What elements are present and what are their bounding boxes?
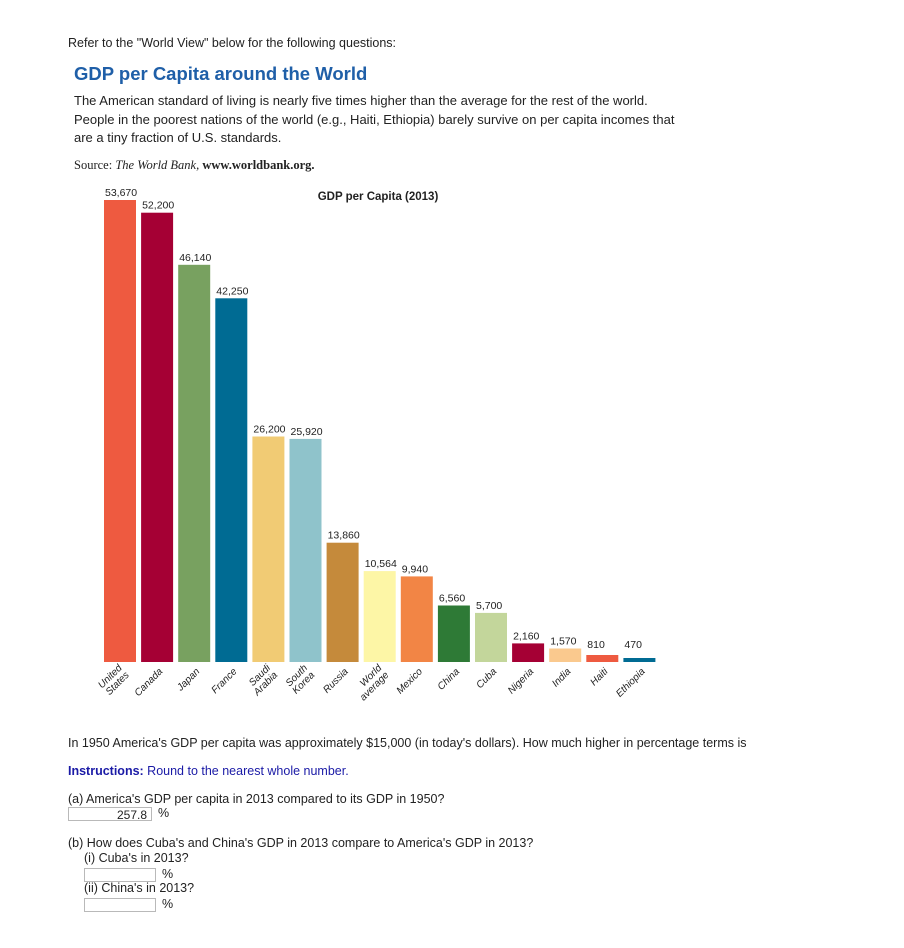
value-label-haiti: 810 — [587, 639, 605, 651]
bar-saudi-arabia — [252, 436, 285, 662]
chart-title: GDP per Capita (2013) — [318, 191, 439, 203]
category-label-saudi-arabia: SaudiArabia — [244, 662, 281, 699]
figure-title: GDP per Capita around the World — [74, 63, 368, 84]
bar-japan — [178, 264, 211, 662]
bar-india — [549, 648, 582, 662]
part-b-ii-unit: % — [162, 897, 174, 911]
value-label-japan: 46,140 — [179, 252, 211, 264]
value-label-ethiopia: 470 — [624, 639, 642, 651]
category-labels-group: UnitedStates Canada Japan France SaudiArabia… — [96, 662, 647, 703]
bar-united-states — [104, 200, 136, 662]
bar-russia — [326, 542, 359, 662]
part-a-unit: % — [158, 806, 170, 820]
part-b-i-answer-field[interactable] — [84, 868, 156, 882]
value-label-united-states: 53,670 — [105, 187, 137, 199]
part-b-question: (b) How does Cuba's and China's GDP in 2… — [68, 836, 534, 850]
part-b-i-question: (i) Cuba's in 2013? — [84, 851, 189, 865]
bar-haiti — [586, 655, 619, 662]
part-b-ii-answer-field[interactable] — [84, 898, 156, 912]
instructions-label: Instructions: — [68, 764, 144, 778]
bar-canada — [141, 212, 174, 662]
intro-text: Refer to the "World View" below for the … — [68, 36, 397, 50]
value-label-saudi-arabia: 26,200 — [253, 424, 285, 436]
instructions-text: Round to the nearest whole number. — [143, 764, 349, 778]
value-label-nigeria: 2,160 — [513, 630, 539, 642]
value-label-canada: 52,200 — [142, 200, 174, 212]
question-text: In 1950 America's GDP per capita was app… — [68, 736, 747, 750]
category-label-ethiopia: Ethiopia — [614, 666, 648, 700]
category-label-south-korea: SouthKorea — [283, 662, 317, 696]
value-label-mexico: 9,940 — [402, 563, 428, 575]
instructions: Instructions: Round to the nearest whole… — [68, 764, 349, 778]
value-label-india: 1,570 — [550, 636, 576, 648]
category-label-india: India — [550, 666, 573, 689]
value-label-cuba: 5,700 — [476, 600, 502, 612]
value-label-south-korea: 25,920 — [291, 426, 323, 438]
part-a-answer-field[interactable]: 257.8 — [68, 807, 152, 822]
value-label-france: 42,250 — [216, 285, 248, 297]
category-label-france: France — [210, 666, 240, 696]
category-label-japan: Japan — [175, 666, 203, 694]
source-prefix: Source: — [74, 158, 113, 172]
bar-ethiopia — [623, 658, 656, 662]
category-label-mexico: Mexico — [395, 666, 425, 696]
bar-mexico — [400, 576, 433, 662]
bar-south-korea — [289, 438, 322, 662]
value-label-russia: 13,860 — [328, 530, 360, 542]
value-labels-group: 53,670 52,200 46,140 42,250 26,200 25,920 13,8… — [105, 187, 642, 651]
figure-source: Source: The World Bank, www.worldbank.or… — [74, 158, 315, 173]
category-label-world-average: Worldaverage — [351, 662, 392, 703]
source-url: www.worldbank.org. — [202, 158, 315, 172]
bars-group — [104, 200, 656, 662]
bar-china — [437, 605, 470, 662]
part-b-ii-question: (ii) China's in 2013? — [84, 881, 195, 895]
source-name: The World Bank, — [115, 158, 200, 172]
part-a-question: (a) America's GDP per capita in 2013 com… — [68, 792, 445, 806]
value-label-world-average: 10,564 — [365, 558, 397, 570]
value-label-china: 6,560 — [439, 593, 465, 605]
category-label-united-states: UnitedStates — [96, 662, 132, 698]
figure-description: The American standard of living is nearl… — [74, 93, 675, 145]
category-label-canada: Canada — [133, 666, 166, 699]
category-label-china: China — [436, 666, 463, 693]
gdp-bar-chart: GDP per Capita (2013) 53,670 52,200 46,140… — [96, 187, 656, 703]
bar-cuba — [475, 612, 507, 662]
category-label-nigeria: Nigeria — [506, 666, 536, 696]
category-label-haiti: Haiti — [588, 666, 610, 688]
category-label-russia: Russia — [321, 666, 351, 696]
part-b-i-unit: % — [162, 867, 174, 881]
category-label-cuba: Cuba — [474, 666, 499, 691]
bar-nigeria — [512, 643, 545, 662]
bar-france — [215, 298, 248, 662]
bar-world-average — [363, 571, 396, 662]
